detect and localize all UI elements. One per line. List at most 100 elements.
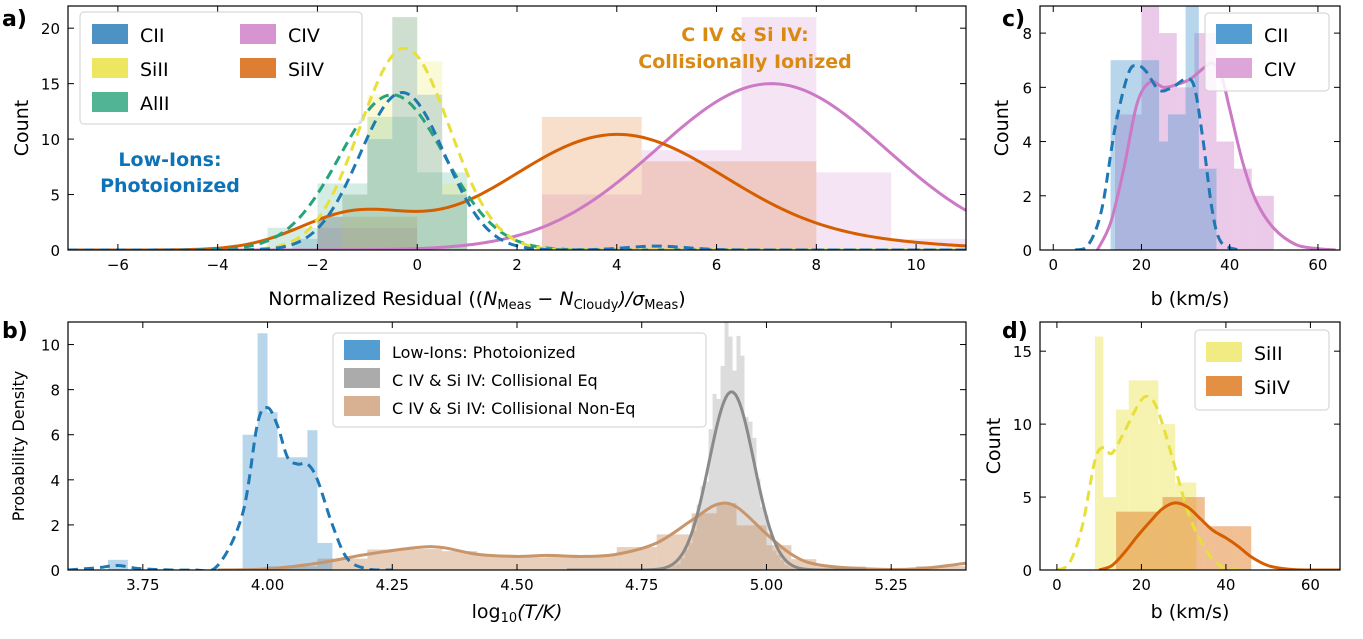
d-x-axis-label: b (km/s) xyxy=(1151,601,1230,623)
c-civ-bar xyxy=(1251,195,1274,250)
a-x-label-part: N xyxy=(559,288,573,310)
b-coll-eq-bar xyxy=(708,429,713,570)
b-legend-0-swatch xyxy=(344,340,380,360)
d-siii-bar xyxy=(1094,336,1104,570)
a-x-axis-label: Normalized Residual ((NMeas − NCloudy)/σ… xyxy=(268,288,685,313)
b-coll-noneq-bar xyxy=(367,549,418,570)
a-civ-kde xyxy=(68,82,966,250)
b-low-ions-bar xyxy=(287,457,298,570)
y-tick-label: 10 xyxy=(41,131,60,149)
b-low-ions-bar xyxy=(317,542,333,570)
y-tick-label: 4 xyxy=(50,472,60,490)
x-tick-label: 0 xyxy=(412,256,422,274)
b-coll-eq-bar xyxy=(696,504,701,570)
a-x-label-part: Normalized Residual (( xyxy=(268,288,483,310)
y-tick-label: 8 xyxy=(1022,25,1032,43)
x-tick-label: 4.00 xyxy=(251,576,284,594)
b-coll-noneq-bar xyxy=(417,549,443,570)
b-legend-0-label: Low-Ions: Photoionized xyxy=(392,343,576,362)
a-legend-siii-label: SiII xyxy=(140,59,169,81)
b-coll-eq-bar xyxy=(668,567,673,570)
b-coll-eq-bar xyxy=(676,564,681,570)
a-siiv-histogram xyxy=(317,116,817,250)
legend-box xyxy=(79,11,363,125)
b-coll-eq-bar xyxy=(748,421,753,570)
b-coll-eq-bar xyxy=(700,486,705,570)
b-coll-noneq-bar xyxy=(267,566,318,570)
x-tick-label: −2 xyxy=(306,256,328,274)
a-siiv-bar xyxy=(317,216,418,250)
x-tick-label: 10 xyxy=(907,256,926,274)
a-annotation-high-line2: Collisionally Ionized xyxy=(638,51,852,73)
a-siii-bar xyxy=(367,94,393,250)
b-coll-noneq-bar xyxy=(916,566,966,570)
b-coll-eq-bar xyxy=(728,336,733,570)
a-civ-bar xyxy=(641,150,742,250)
a-legend-alii-swatch xyxy=(92,92,128,112)
b-low-ions-bar xyxy=(257,333,268,570)
a-siii-bar xyxy=(442,183,468,250)
b-low-ions-histogram xyxy=(107,333,333,570)
b-coll-eq-bar xyxy=(736,335,741,570)
a-siiv-bar xyxy=(541,116,642,250)
c-cii-kde xyxy=(1074,64,1240,250)
y-tick-label: 10 xyxy=(41,337,60,355)
b-coll-noneq-bar xyxy=(736,525,767,570)
d-legend-siiv-label: SiIV xyxy=(1254,377,1290,399)
y-tick-label: 0 xyxy=(50,242,60,260)
b-coll-eq-bar xyxy=(744,416,749,570)
panel-a-letter: a) xyxy=(2,7,27,32)
b-coll-eq-bar xyxy=(740,355,745,570)
b-low-ions-bar xyxy=(277,457,288,570)
y-tick-label: 15 xyxy=(41,76,60,94)
c-civ-bar xyxy=(1216,141,1235,250)
y-tick-label: 15 xyxy=(1013,343,1032,361)
b-coll-eq-bar xyxy=(768,533,773,570)
a-siiv-bar xyxy=(741,161,817,250)
y-tick-label: 5 xyxy=(50,187,60,205)
a-cii-bar xyxy=(342,194,368,250)
d-siii-bar xyxy=(1103,497,1117,570)
b-coll-noneq-kde xyxy=(217,501,966,570)
b-low-ions-bar xyxy=(242,434,258,570)
a-siii-histogram xyxy=(342,17,468,250)
b-low-ions-bar xyxy=(307,430,318,570)
b-coll-eq-bar xyxy=(704,481,709,570)
d-legend-siiv-swatch xyxy=(1206,376,1242,396)
a-x-label-part: − xyxy=(531,288,559,310)
b-coll-eq-bar xyxy=(780,560,785,570)
b-coll-eq-bar xyxy=(792,568,797,570)
b-x-label-part: 10 xyxy=(501,611,518,626)
panel-d-letter: d) xyxy=(1002,319,1028,344)
a-x-label-part: Meas xyxy=(497,298,531,313)
b-coll-eq-bar xyxy=(784,565,789,570)
b-x-label-part: log xyxy=(472,601,501,623)
x-tick-label: 20 xyxy=(1132,576,1151,594)
x-tick-label: 20 xyxy=(1132,256,1151,274)
a-y-axis-label: Count xyxy=(11,100,33,156)
y-tick-label: 0 xyxy=(50,562,60,580)
d-siiv-kde xyxy=(1098,501,1340,570)
x-tick-label: −6 xyxy=(107,256,129,274)
x-tick-label: −4 xyxy=(207,256,229,274)
y-tick-label: 0 xyxy=(1022,242,1032,260)
y-tick-label: 4 xyxy=(1022,134,1032,152)
a-legend-cii-swatch xyxy=(92,24,128,44)
c-legend-civ-label: CIV xyxy=(1264,59,1296,81)
y-tick-label: 6 xyxy=(1022,79,1032,97)
a-legend-siiv-swatch xyxy=(240,58,276,78)
a-x-label-part: Cloudy xyxy=(574,298,619,313)
y-tick-label: 20 xyxy=(41,20,60,38)
a-legend-siiv-label: SiIV xyxy=(288,59,324,81)
c-cii-histogram xyxy=(1110,6,1217,250)
b-coll-noneq-bar xyxy=(317,558,368,570)
b-coll-eq-bar xyxy=(688,543,693,570)
b-low-ions-kde xyxy=(68,405,393,570)
b-low-ions-bar xyxy=(297,457,308,570)
plot-frame xyxy=(1039,5,1341,251)
a-legend-cii-label: CII xyxy=(140,25,164,47)
b-coll-eq-bar xyxy=(776,554,781,570)
x-tick-label: 60 xyxy=(1301,576,1320,594)
b-coll-eq-bar xyxy=(720,365,725,570)
